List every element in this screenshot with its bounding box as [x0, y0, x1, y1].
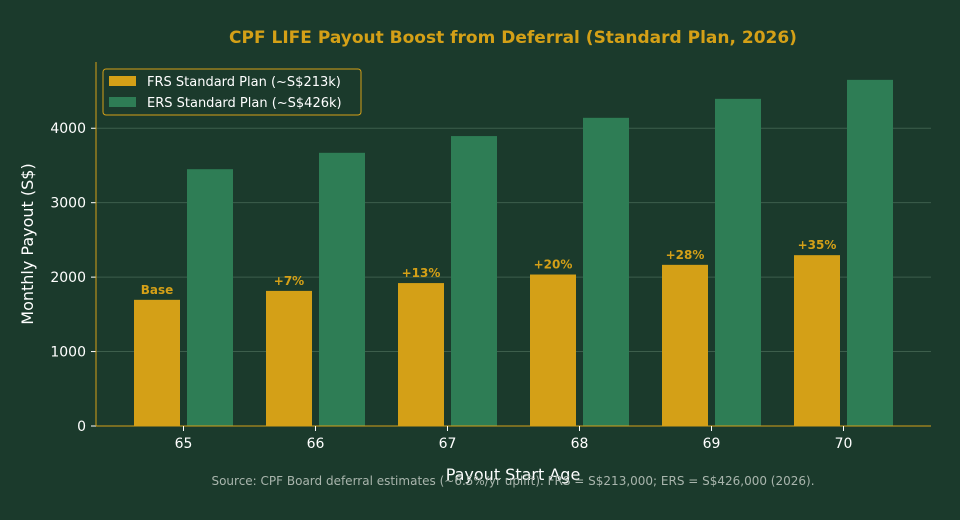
x-tick-label: 65: [175, 436, 193, 452]
legend-entry-label: ERS Standard Plan (~S$426k): [147, 96, 342, 111]
bar-frs-67: [398, 283, 444, 426]
x-tick-label: 70: [835, 436, 853, 452]
y-tick-label: 1000: [50, 345, 86, 361]
bar-ers-67: [451, 136, 497, 427]
x-tick-label: 67: [439, 436, 457, 452]
bar-ers-65: [187, 169, 233, 426]
legend[interactable]: FRS Standard Plan (~S$213k) ERS Standard …: [102, 68, 362, 116]
bar-data-label: Base: [141, 283, 174, 297]
y-tick-label: 3000: [50, 196, 86, 212]
y-tick-label: 2000: [50, 270, 86, 286]
bar-frs-69: [662, 264, 708, 426]
source-note: Source: CPF Board deferral estimates (~6…: [211, 474, 814, 488]
bar-data-label: +35%: [798, 238, 837, 252]
bar-data-label: +7%: [274, 274, 304, 288]
bar-data-label: +28%: [666, 248, 705, 262]
y-tick-label: 0: [77, 419, 86, 435]
legend-swatch: [109, 97, 136, 107]
legend-box: [102, 68, 362, 116]
legend-swatch: [109, 76, 136, 86]
bar-labels: Base +7% +13% +20% +28% +35%: [141, 238, 837, 297]
bar-frs-65: [134, 299, 180, 426]
bar-frs-68: [530, 274, 576, 426]
x-tick-label: 69: [703, 436, 721, 452]
bar-frs-66: [266, 290, 312, 426]
bar-ers-66: [319, 152, 365, 426]
bar-data-label: +13%: [402, 266, 441, 280]
bar-data-label: +20%: [534, 258, 573, 272]
x-tick-label: 68: [571, 436, 589, 452]
bar-ers-70: [847, 79, 893, 427]
bar-frs-70: [794, 255, 840, 426]
x-axis-title: Payout Start Age: [446, 465, 581, 484]
y-axis-title: Monthly Payout (S$): [18, 163, 37, 324]
bar-ers-68: [583, 117, 629, 427]
y-tick-label: 4000: [50, 121, 86, 137]
legend-entry-label: FRS Standard Plan (~S$213k): [147, 75, 341, 90]
axes: 0 1000 2000 3000 4000 65 66 67 68 69 70: [50, 62, 931, 452]
x-tick-label: 66: [307, 436, 325, 452]
bars: [134, 79, 893, 427]
chart-title: CPF LIFE Payout Boost from Deferral (Sta…: [229, 28, 797, 48]
bar-ers-69: [715, 98, 761, 427]
